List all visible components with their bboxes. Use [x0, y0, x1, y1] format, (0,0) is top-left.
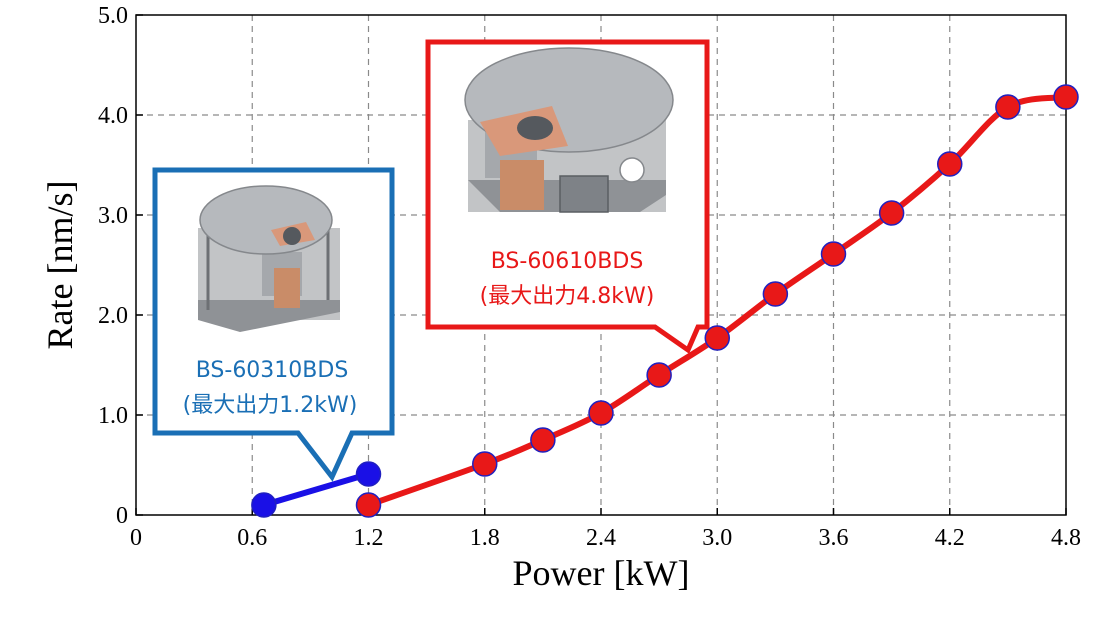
x-tick-label: 0: [130, 525, 142, 551]
series-2-point: [820, 241, 847, 267]
x-tick-label: 3.6: [819, 525, 849, 551]
evaporation-source-image-small: [198, 185, 340, 332]
series-2-point: [762, 281, 789, 307]
series-2-point: [937, 151, 963, 177]
callout-bs-60610bds: BS-60610BDS (最大出力4.8kW): [425, 39, 710, 354]
x-tick-label: 2.4: [586, 525, 616, 551]
series-2-point: [1053, 84, 1079, 110]
y-tick-label: 0: [116, 503, 128, 529]
x-axis-title: Power [kW]: [513, 553, 690, 593]
x-tick-label: 1.8: [470, 525, 500, 551]
x-tick-label: 4.8: [1051, 525, 1081, 551]
evaporation-source-image-large: [464, 47, 674, 213]
y-tick-label: 5.0: [98, 3, 128, 29]
y-axis-title: Rate [nm/s]: [40, 181, 80, 350]
series-2-point: [878, 200, 905, 226]
series-2-point: [588, 400, 614, 426]
y-tick-label: 1.0: [98, 403, 128, 429]
series-line-1: [260, 471, 372, 508]
data-series: [251, 84, 1079, 518]
series-2-point: [530, 427, 556, 453]
callout-model-small: BS-60310BDS: [196, 358, 349, 383]
axis-ticks: 0 0.6 1.2 1.8 2.4 3.0 3.6 4.2 4.8 0 1.0 2.0 3.0 4.0 5.…: [98, 3, 1081, 551]
series-2-point: [646, 362, 672, 388]
series-2-point: [472, 451, 498, 477]
x-tick-label: 1.2: [354, 525, 384, 551]
callout-bs-60310bds: BS-60310BDS (最大出力1.2kW): [152, 167, 395, 482]
series-2-point: [704, 325, 730, 351]
callout-power-small: (最大出力1.2kW): [183, 393, 358, 418]
callout-power-large: (最大出力4.8kW): [480, 284, 655, 309]
series-1-point: [251, 492, 277, 518]
series-2-point: [995, 94, 1021, 120]
y-tick-label: 2.0: [98, 303, 128, 329]
x-tick-label: 4.2: [935, 525, 965, 551]
y-tick-label: 3.0: [98, 203, 128, 229]
y-tick-label: 4.0: [98, 103, 128, 129]
x-tick-label: 0.6: [237, 525, 267, 551]
callout-model-large: BS-60610BDS: [491, 249, 644, 274]
x-tick-label: 3.0: [702, 525, 732, 551]
series-2-point: [355, 492, 382, 518]
series-1-point: [355, 461, 382, 487]
